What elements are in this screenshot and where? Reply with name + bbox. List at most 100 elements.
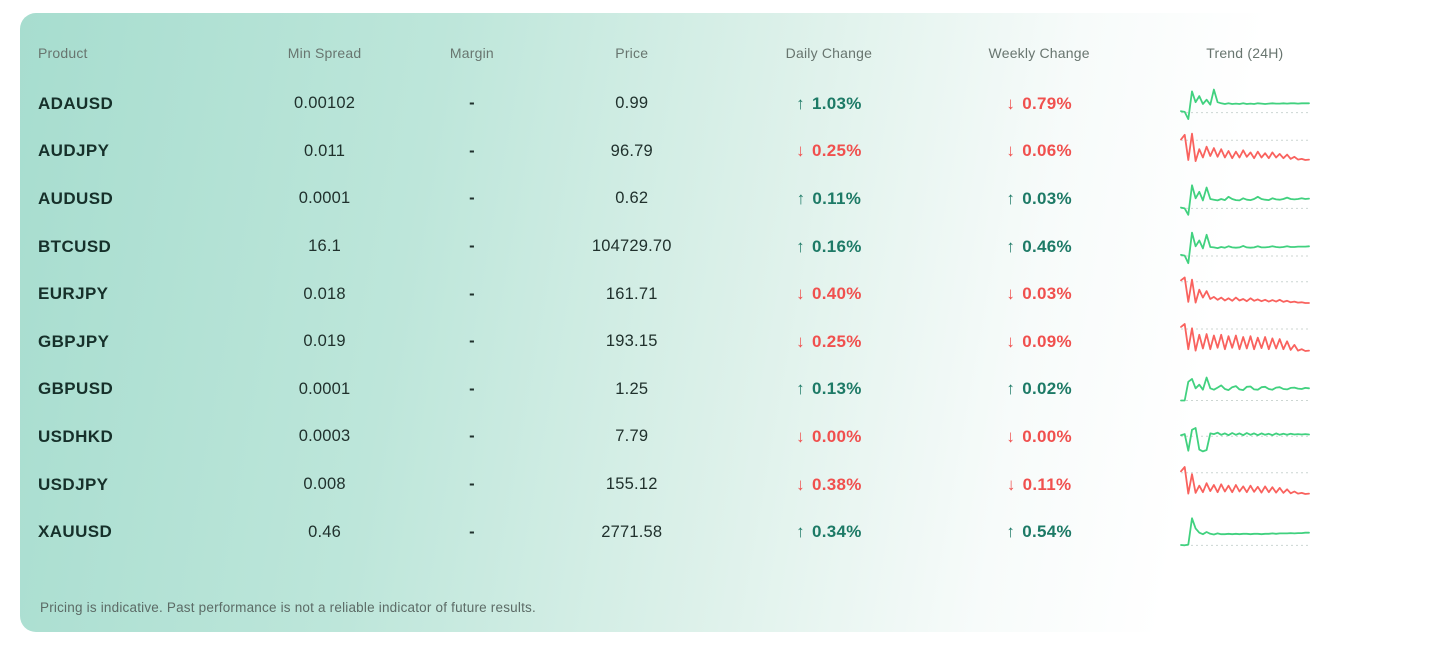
trend-sparkline <box>1179 133 1310 163</box>
daily-change-cell-value: 0.16% <box>811 236 862 256</box>
weekly-change-cell-value: 0.09% <box>1022 331 1072 351</box>
daily-change-cell: ↑ 0.34% <box>739 522 918 542</box>
weekly-change-cell: ↓ 0.09% <box>919 332 1160 352</box>
margin-cell: - <box>469 332 475 351</box>
sparkline-path <box>1179 231 1310 264</box>
product-cell: AUDUSD <box>38 188 114 208</box>
price-cell: 104729.70 <box>591 237 672 256</box>
min-spread-cell: 0.0001 <box>298 379 351 398</box>
weekly-change-cell-value: 0.00% <box>1022 426 1072 446</box>
daily-change-cell: ↓ 0.25% <box>739 332 918 352</box>
up-arrow-icon: ↑ <box>796 522 805 542</box>
trend-cell <box>1160 129 1330 173</box>
daily-change-cell-value: 1.03% <box>811 93 862 113</box>
min-spread-cell: 0.018 <box>303 284 346 303</box>
down-arrow-icon: ↓ <box>1006 331 1016 351</box>
min-spread-cell: 0.008 <box>303 475 346 494</box>
trend-cell <box>1160 177 1330 221</box>
price-cell: 1.25 <box>615 379 649 398</box>
product-cell: USDJPY <box>38 474 109 494</box>
down-arrow-icon: ↓ <box>796 284 805 304</box>
trend-cell <box>1160 510 1330 554</box>
down-arrow-icon: ↓ <box>796 141 805 161</box>
trend-sparkline <box>1179 517 1310 547</box>
margin-cell: - <box>469 189 475 208</box>
price-cell: 155.12 <box>605 475 658 494</box>
sparkline-path <box>1179 88 1310 120</box>
weekly-change-cell-value: 0.54% <box>1022 522 1072 542</box>
down-arrow-icon: ↓ <box>1006 284 1016 304</box>
table-row[interactable]: GBPUSD 0.0001 - 1.25 ↑ 0.13% ↑ 0.02% <box>20 366 1330 414</box>
pricing-disclaimer: Pricing is indicative. Past performance … <box>40 599 536 615</box>
daily-change-cell-value: 0.13% <box>811 379 862 399</box>
sparkline-path <box>1179 322 1310 352</box>
daily-change-cell: ↑ 0.13% <box>739 379 918 399</box>
table-row[interactable]: USDHKD 0.0003 - 7.79 ↓ 0.00% ↓ 0.00% <box>20 413 1330 461</box>
margin-cell: - <box>469 284 475 303</box>
table-row[interactable]: AUDUSD 0.0001 - 0.62 ↑ 0.11% ↑ 0.03% <box>20 175 1330 223</box>
table-row[interactable]: AUDJPY 0.011 - 96.79 ↓ 0.25% ↓ 0.06% <box>20 128 1330 176</box>
daily-change-cell-value: 0.38% <box>811 474 862 494</box>
min-spread-cell: 0.011 <box>304 141 346 160</box>
up-arrow-icon: ↑ <box>796 188 806 208</box>
product-cell: GBPUSD <box>38 379 114 399</box>
min-spread-cell: 0.019 <box>303 332 346 351</box>
weekly-change-cell: ↑ 0.03% <box>919 189 1160 209</box>
product-cell: USDHKD <box>38 426 114 446</box>
daily-change-cell: ↑ 1.03% <box>739 94 918 114</box>
weekly-change-cell-value: 0.03% <box>1022 284 1072 304</box>
daily-change-cell: ↓ 0.25% <box>739 141 918 161</box>
min-spread-cell: 0.00102 <box>294 94 356 113</box>
weekly-change-cell-value: 0.02% <box>1022 379 1072 399</box>
trend-sparkline <box>1179 322 1310 352</box>
weekly-change-cell-value: 0.06% <box>1022 141 1072 161</box>
down-arrow-icon: ↓ <box>1006 426 1016 446</box>
trend-sparkline <box>1179 427 1310 453</box>
daily-change-cell-value: 0.11% <box>812 188 862 208</box>
table-row[interactable]: BTCUSD 16.1 - 104729.70 ↑ 0.16% ↑ 0.46% <box>20 223 1330 271</box>
weekly-change-cell: ↓ 0.00% <box>919 427 1160 447</box>
weekly-change-cell: ↓ 0.11% <box>919 475 1160 495</box>
trend-sparkline <box>1179 376 1310 402</box>
table-row[interactable]: XAUUSD 0.46 - 2771.58 ↑ 0.34% ↑ 0.54% <box>20 508 1330 556</box>
price-cell: 0.62 <box>615 189 649 208</box>
margin-cell: - <box>469 427 475 446</box>
table-row[interactable]: EURJPY 0.018 - 161.71 ↓ 0.40% ↓ 0.03% <box>20 270 1330 318</box>
trend-sparkline <box>1179 276 1310 305</box>
daily-change-cell-value: 0.25% <box>811 331 862 351</box>
weekly-change-cell-value: 0.03% <box>1022 188 1072 208</box>
column-header-price: Price <box>615 45 649 61</box>
up-arrow-icon: ↑ <box>1006 522 1016 542</box>
up-arrow-icon: ↑ <box>796 236 805 256</box>
daily-change-cell: ↓ 0.40% <box>739 284 918 304</box>
table-header: Product Min Spread Margin Price Daily Change… <box>20 13 1330 71</box>
daily-change-cell: ↓ 0.38% <box>739 475 918 495</box>
table-row[interactable]: USDJPY 0.008 - 155.12 ↓ 0.38% ↓ 0.11% <box>20 461 1330 509</box>
down-arrow-icon: ↓ <box>796 331 805 351</box>
weekly-change-cell: ↑ 0.02% <box>919 379 1160 399</box>
trend-cell <box>1160 367 1330 411</box>
margin-cell: - <box>469 379 475 398</box>
column-header-daily_change: Daily Change <box>785 45 873 61</box>
weekly-change-cell: ↓ 0.03% <box>919 284 1160 304</box>
sparkline-path <box>1179 276 1310 305</box>
sparkline-path <box>1179 376 1310 402</box>
daily-change-cell: ↑ 0.16% <box>739 237 918 257</box>
sparkline-path <box>1179 427 1310 453</box>
table-body: ADAUSD 0.00102 - 0.99 ↑ 1.03% ↓ 0.79% AUDJPY 0.01… <box>20 80 1330 556</box>
product-cell: EURJPY <box>38 284 109 304</box>
column-header-weekly_change: Weekly Change <box>988 45 1090 61</box>
up-arrow-icon: ↑ <box>796 93 805 113</box>
trend-sparkline <box>1179 88 1310 120</box>
table-row[interactable]: ADAUSD 0.00102 - 0.99 ↑ 1.03% ↓ 0.79% <box>20 80 1330 128</box>
up-arrow-icon: ↑ <box>1006 379 1016 399</box>
market-prices-widget: Product Min Spread Margin Price Daily Change… <box>20 13 1330 632</box>
daily-change-cell-value: 0.25% <box>811 141 862 161</box>
trend-cell <box>1160 463 1330 507</box>
margin-cell: - <box>469 141 475 160</box>
sparkline-path <box>1179 184 1310 216</box>
min-spread-cell: 16.1 <box>308 237 342 256</box>
table-row[interactable]: GBPJPY 0.019 - 193.15 ↓ 0.25% ↓ 0.09% <box>20 318 1330 366</box>
trend-cell <box>1160 320 1330 364</box>
trend-cell <box>1160 415 1330 459</box>
